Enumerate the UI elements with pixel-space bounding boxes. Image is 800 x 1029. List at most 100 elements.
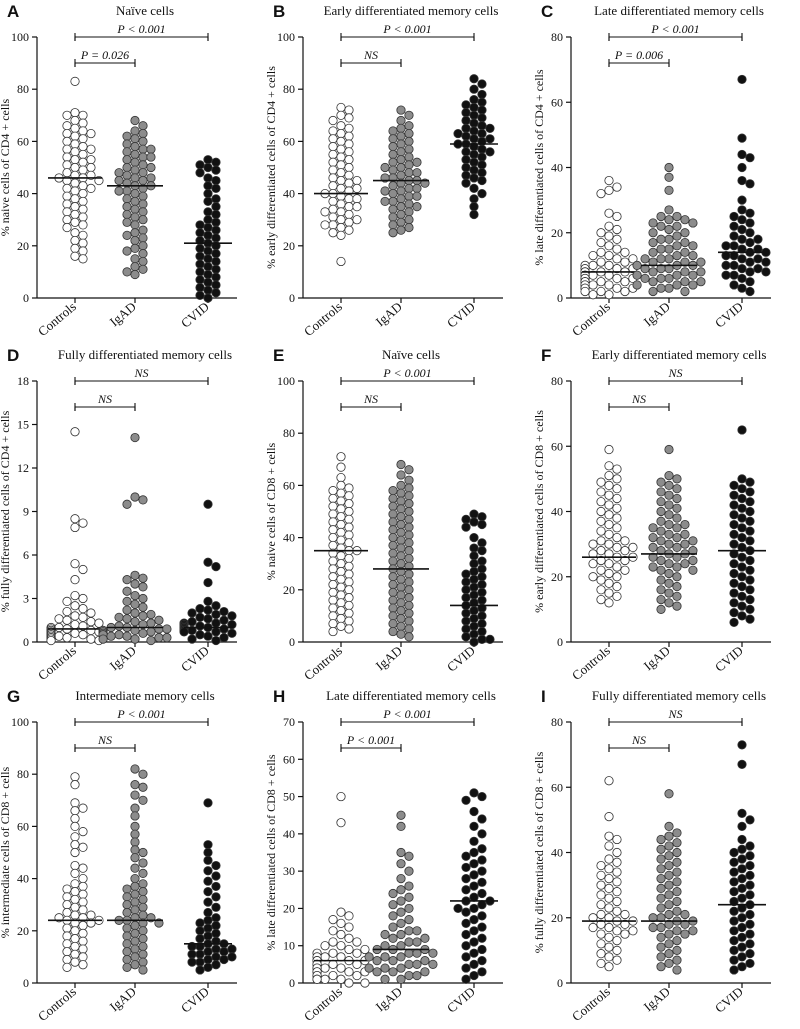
y-tick-label: 0 bbox=[289, 291, 295, 305]
y-tick-label: 80 bbox=[17, 767, 29, 781]
y-axis-label: % early differentiated cells of CD4 + ce… bbox=[264, 66, 278, 269]
y-tick-label: 40 bbox=[551, 505, 563, 519]
data-point bbox=[469, 590, 479, 600]
data-point bbox=[70, 131, 80, 141]
data-point bbox=[78, 944, 88, 954]
data-point bbox=[461, 963, 471, 973]
data-point bbox=[344, 978, 354, 988]
data-point bbox=[620, 277, 630, 287]
data-point bbox=[469, 202, 479, 212]
data-point bbox=[138, 934, 148, 944]
data-point bbox=[745, 958, 755, 969]
data-point bbox=[336, 963, 346, 973]
data-point bbox=[648, 237, 658, 248]
data-point bbox=[336, 152, 346, 162]
data-point bbox=[604, 903, 614, 913]
data-point bbox=[203, 557, 213, 567]
data-point bbox=[596, 919, 606, 929]
data-point bbox=[729, 559, 739, 569]
data-point bbox=[412, 168, 422, 178]
data-point bbox=[404, 506, 414, 517]
group-controls bbox=[314, 102, 368, 267]
data-point bbox=[130, 570, 140, 580]
data-point bbox=[656, 565, 666, 575]
data-point bbox=[328, 126, 338, 136]
data-point bbox=[420, 967, 430, 977]
x-tick-label: CVID bbox=[444, 299, 478, 331]
data-point bbox=[596, 929, 606, 939]
data-point bbox=[696, 277, 706, 287]
data-point bbox=[130, 608, 140, 618]
panel-title: Naïve cells bbox=[116, 3, 174, 18]
data-point bbox=[469, 870, 479, 880]
data-point bbox=[70, 780, 80, 790]
data-point bbox=[195, 957, 205, 967]
data-point bbox=[70, 235, 80, 246]
data-point bbox=[745, 153, 755, 163]
data-point bbox=[122, 139, 132, 149]
data-point bbox=[737, 572, 747, 582]
data-point bbox=[612, 244, 622, 254]
data-point bbox=[612, 523, 622, 533]
data-point bbox=[656, 516, 666, 526]
data-point bbox=[656, 883, 666, 893]
data-point bbox=[396, 123, 406, 133]
data-point bbox=[656, 893, 666, 903]
data-point bbox=[70, 209, 80, 220]
data-point bbox=[640, 254, 650, 264]
data-point bbox=[729, 935, 739, 946]
data-point bbox=[211, 202, 221, 212]
data-point bbox=[404, 499, 414, 509]
data-point bbox=[380, 929, 390, 940]
data-point bbox=[372, 956, 382, 966]
data-point bbox=[596, 939, 606, 949]
data-point bbox=[328, 926, 338, 936]
data-point bbox=[664, 529, 674, 539]
data-point bbox=[78, 220, 88, 230]
data-point bbox=[404, 593, 414, 603]
data-point bbox=[404, 160, 414, 170]
data-point bbox=[604, 952, 614, 962]
data-point bbox=[203, 215, 213, 225]
panel-h: H Late differentiated memory cells 0 10 20 30… bbox=[264, 687, 503, 1024]
data-point bbox=[612, 542, 622, 552]
data-point bbox=[130, 920, 140, 931]
data-point bbox=[396, 907, 406, 917]
data-point bbox=[396, 952, 406, 962]
data-point bbox=[604, 500, 614, 510]
data-point bbox=[396, 131, 406, 141]
data-point bbox=[328, 157, 338, 167]
data-point bbox=[320, 220, 330, 230]
data-point bbox=[219, 954, 229, 965]
data-point bbox=[62, 900, 72, 910]
data-point bbox=[596, 565, 606, 575]
data-point bbox=[680, 277, 690, 287]
data-point bbox=[396, 519, 406, 530]
data-point bbox=[620, 536, 630, 546]
data-point bbox=[70, 251, 80, 261]
data-point bbox=[477, 546, 487, 556]
data-point bbox=[122, 202, 132, 212]
data-point bbox=[404, 569, 414, 579]
data-point bbox=[78, 920, 88, 931]
data-point bbox=[612, 955, 622, 965]
data-point bbox=[344, 170, 354, 180]
data-point bbox=[62, 962, 72, 972]
data-point bbox=[404, 136, 414, 146]
data-point bbox=[477, 791, 487, 802]
data-point bbox=[604, 221, 614, 231]
data-point bbox=[86, 155, 96, 165]
data-point bbox=[62, 884, 72, 894]
data-point bbox=[596, 497, 606, 507]
data-point bbox=[656, 497, 666, 507]
data-point bbox=[656, 546, 666, 556]
comparison-bracket: P < 0.001 bbox=[340, 22, 475, 41]
data-point bbox=[628, 542, 638, 552]
data-point bbox=[729, 260, 739, 270]
data-point bbox=[664, 162, 674, 173]
data-point bbox=[328, 173, 338, 183]
data-point bbox=[146, 618, 156, 628]
data-point bbox=[604, 812, 614, 822]
data-point bbox=[336, 621, 346, 631]
data-point bbox=[485, 134, 495, 144]
